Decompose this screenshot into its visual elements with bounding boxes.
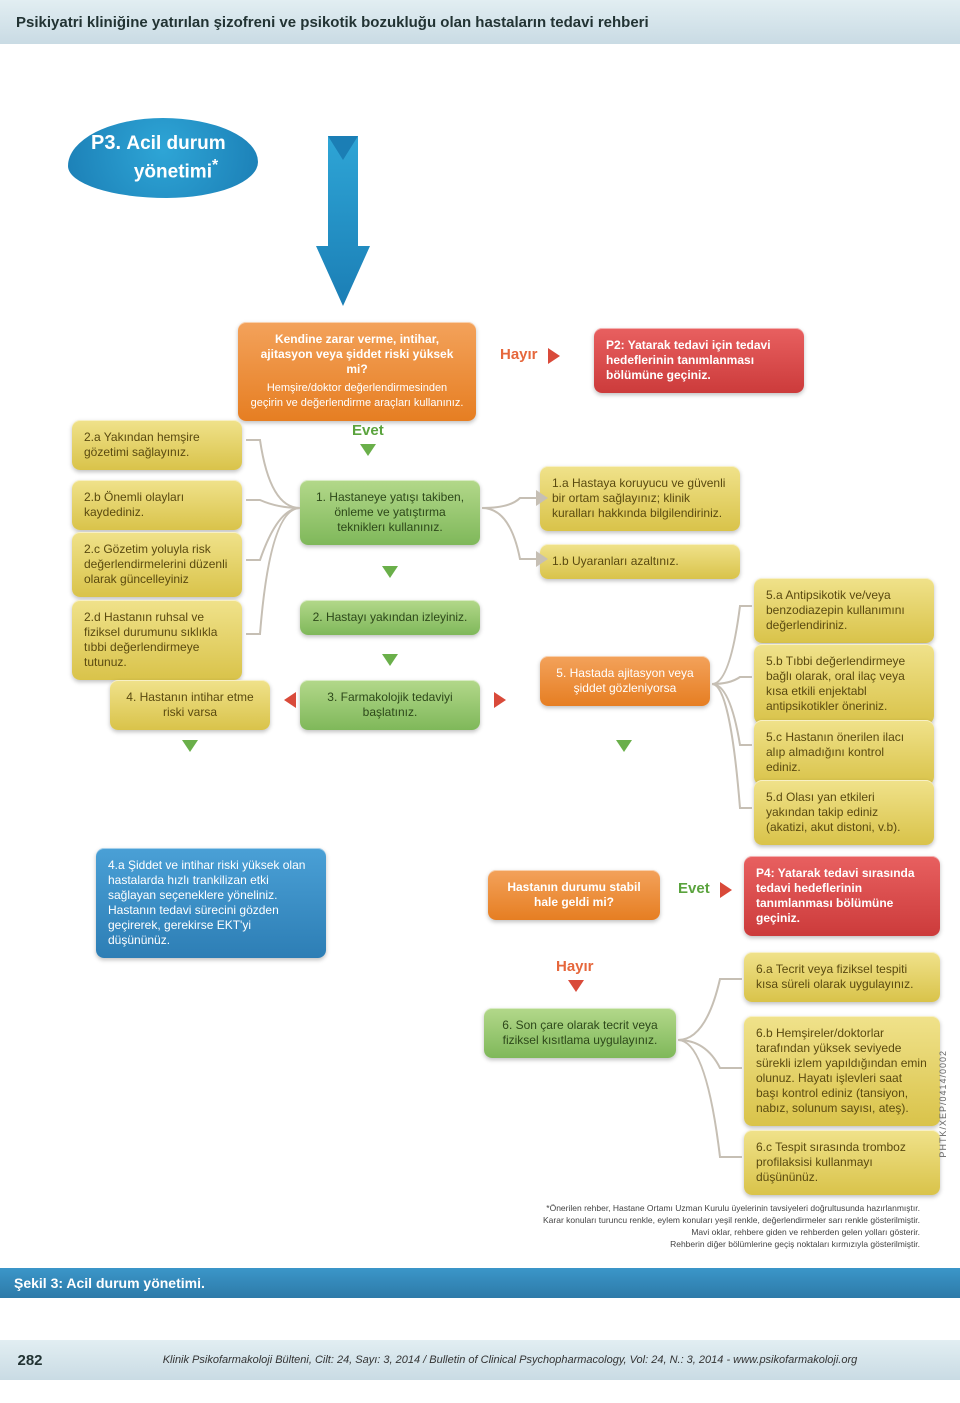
page-footer: 282 Klinik Psikofarmakoloji Bülteni, Cil…: [0, 1340, 960, 1380]
footnote: *Önerilen rehber, Hastane Ortamı Uzman K…: [390, 1202, 920, 1250]
conn-arrow-icon: [536, 490, 548, 506]
footnote-line: Karar konuları turuncu renkle, eylem kon…: [390, 1214, 920, 1226]
vertical-code: PHTK/XEP/0414/0002: [938, 1050, 948, 1158]
footnote-line: *Önerilen rehber, Hastane Ortamı Uzman K…: [390, 1202, 920, 1214]
figure-caption: Şekil 3: Acil durum yönetimi.: [14, 1275, 205, 1291]
conn-arrow-icon: [536, 551, 548, 567]
page-number: 282: [0, 1352, 60, 1369]
footnote-line: Rehberin diğer bölümlerine geçiş noktala…: [390, 1238, 920, 1250]
figure-caption-bar: Şekil 3: Acil durum yönetimi.: [0, 1268, 960, 1298]
page: Psikiyatri kliniğine yatırılan şizofreni…: [0, 0, 960, 1403]
footnote-line: Mavi oklar, rehbere giden ve rehberden g…: [390, 1226, 920, 1238]
citation: Klinik Psikofarmakoloji Bülteni, Cilt: 2…: [60, 1354, 960, 1366]
connectors: [0, 0, 960, 1300]
